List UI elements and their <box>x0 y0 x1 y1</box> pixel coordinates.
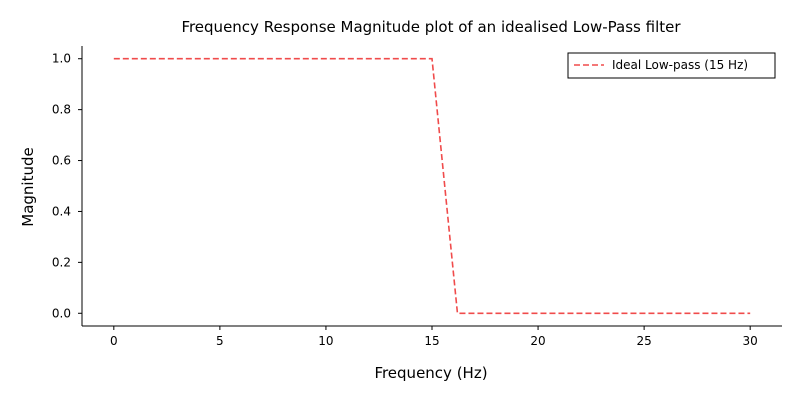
x-tick-label: 5 <box>216 334 224 348</box>
x-tick-label: 15 <box>424 334 439 348</box>
x-tick-label: 25 <box>636 334 651 348</box>
y-ticks: 0.0 0.2 0.4 0.6 0.8 1.0 <box>52 52 82 320</box>
chart-title: Frequency Response Magnitude plot of an … <box>181 18 681 36</box>
plot-area <box>81 46 782 327</box>
x-tick-label: 0 <box>110 334 118 348</box>
y-tick-label: 1.0 <box>52 52 71 66</box>
y-tick-label: 0.2 <box>52 255 71 269</box>
x-tick-label: 20 <box>530 334 545 348</box>
y-tick-label: 0.6 <box>52 154 71 168</box>
x-axis-label: Frequency (Hz) <box>374 364 487 382</box>
x-tick-label: 30 <box>743 334 758 348</box>
x-tick-label: 10 <box>318 334 333 348</box>
y-tick-label: 0.0 <box>52 306 71 320</box>
series-layer <box>113 57 751 315</box>
y-tick-label: 0.4 <box>52 204 71 218</box>
legend: Ideal Low-pass (15 Hz) <box>567 52 776 79</box>
y-axis-label: Magnitude <box>19 147 37 226</box>
y-tick-label: 0.8 <box>52 103 71 117</box>
series-line <box>113 57 751 315</box>
x-ticks: 0 5 10 15 20 25 30 <box>110 326 758 348</box>
legend-label: Ideal Low-pass (15 Hz) <box>612 58 748 72</box>
